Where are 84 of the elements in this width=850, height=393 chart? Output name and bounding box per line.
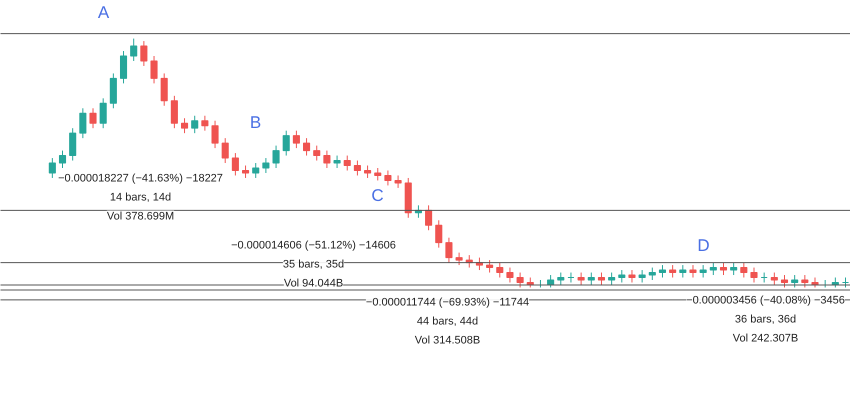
candlestick: [740, 262, 748, 278]
text: A: [98, 3, 110, 22]
candlestick: [760, 272, 768, 283]
candlestick: [618, 270, 626, 283]
candlestick: [201, 115, 208, 132]
candlestick: [344, 155, 351, 171]
candlestick: [425, 204, 432, 231]
candlestick: [323, 150, 330, 169]
candlestick: [486, 260, 494, 274]
candlestick: [354, 160, 361, 176]
text: Vol 314.508B: [414, 334, 480, 346]
candlestick: [710, 262, 717, 276]
candlestick: [679, 264, 686, 278]
candlestick: [58, 150, 66, 169]
candlestick: [689, 264, 697, 278]
candlestick: [313, 145, 320, 162]
candlestick: [262, 158, 270, 174]
candlestick: [435, 220, 442, 248]
candlestick: [588, 272, 595, 286]
text: −0.000011744 (−69.93%) −11744: [366, 296, 530, 308]
candlestick: [130, 38, 138, 62]
annotation: 14 bars, 14d: [110, 192, 172, 204]
candlestick: [180, 118, 188, 134]
candlestick: [648, 267, 656, 281]
candlestick: [780, 274, 788, 288]
annotation: C: [371, 186, 384, 205]
candlestick: [191, 115, 198, 134]
candlestick: [598, 272, 606, 286]
annotation: D: [697, 236, 710, 255]
candlestick: [100, 98, 107, 129]
candlestick: [456, 252, 463, 266]
candlestick: [770, 272, 778, 286]
candlestick: [628, 270, 636, 283]
candlestick: [720, 262, 728, 276]
candlestick: [394, 174, 402, 188]
candlestick: [658, 264, 666, 278]
candlestick: [730, 262, 738, 276]
candlestick: [638, 270, 646, 283]
annotation: Vol 94.044B: [284, 278, 344, 290]
candlestick: [557, 272, 564, 286]
candlestick: [303, 138, 310, 156]
candlestick: [791, 274, 798, 288]
candlestick: [282, 130, 290, 156]
text: 44 bars, 44d: [416, 316, 478, 328]
candlestick: [608, 272, 616, 286]
candlestick: [750, 267, 758, 283]
candlestick: [79, 108, 86, 139]
candlestick: [48, 158, 56, 178]
candlestick: [506, 267, 514, 283]
candlestick: [89, 108, 97, 129]
candlestick: [211, 120, 219, 149]
candlestick: [252, 162, 260, 178]
candlestick: [120, 50, 128, 84]
candlestick: [170, 95, 178, 129]
candlestick: [801, 274, 808, 288]
candlestick: [669, 264, 676, 278]
candlestick: [160, 72, 168, 106]
candlestick: [272, 145, 280, 169]
annotation: −0.000018227 (−41.63%) −18227: [58, 172, 223, 184]
candlestick: [516, 272, 524, 288]
candlestick: [150, 56, 158, 84]
candlestick: [222, 138, 229, 164]
candlestick: [374, 168, 382, 181]
candlestick: [242, 165, 250, 178]
candlestick: [384, 170, 392, 186]
annotation: −0.000014606 (−51.12%) −14606: [231, 240, 396, 252]
annotation: Vol 378.699M: [106, 210, 174, 222]
candlestick: [842, 277, 850, 288]
candlestick: [334, 155, 341, 169]
candlestick: [496, 262, 504, 278]
text: −0.000003456 (−40.08%) −3456: [686, 294, 845, 306]
candlestick: [140, 40, 148, 66]
candlestick: [445, 237, 452, 264]
candlestick: [700, 264, 707, 278]
candlestick: [232, 152, 239, 176]
candlestick: [292, 130, 300, 149]
text: 36 bars, 36d: [734, 314, 796, 326]
candlestick: [567, 272, 575, 283]
annotation: B: [250, 113, 262, 132]
candlestick: [69, 128, 76, 162]
candlestick: [364, 165, 372, 178]
annotation: 35 bars, 35d: [282, 258, 344, 270]
candlestick: [578, 272, 585, 286]
text: Vol 242.307B: [732, 332, 798, 344]
